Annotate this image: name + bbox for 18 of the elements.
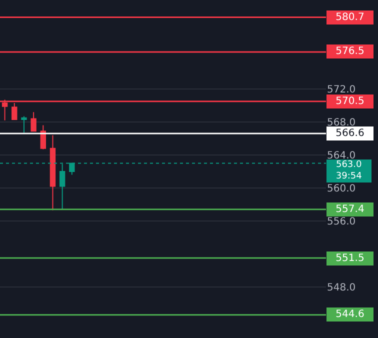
ref-line-label: 570.5 [336,96,364,107]
ref-line-label: 551.5 [336,253,364,264]
ref-line-label: 563.0 39:54 [336,160,362,182]
y-tick-label: 560.0 [327,183,356,194]
y-tick-label: 564.0 [327,150,356,162]
candlestick [21,116,27,134]
candlestick [30,112,36,132]
candlestick [50,134,56,211]
ref-line-label: 544.6 [336,309,364,320]
ref-line-label: 576.5 [336,46,364,57]
y-tick-label: 556.0 [327,216,356,228]
candlestick [40,124,46,150]
y-tick-label: 568.0 [327,118,356,129]
ref-line-label: 566.6 [336,128,364,139]
y-tick-label: 548.0 [327,282,356,294]
y-tick-label: 572.0 [327,84,356,96]
ref-line-label: 580.7 [336,12,364,23]
ref-line-label: 557.4 [336,204,364,215]
